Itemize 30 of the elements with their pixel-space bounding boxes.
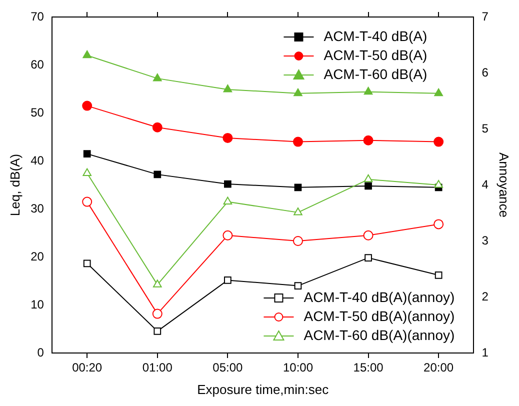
y-axis-title: Leq, dB(A) (7, 154, 22, 216)
x-tick-label: 20:00 (424, 360, 454, 375)
legend-label: ACM-T-60 dB(A) (324, 66, 428, 82)
y2-tick-label: 2 (482, 289, 489, 304)
legend-label: ACM-T-50 dB(A)(annoy) (304, 308, 455, 324)
y-tick-label: 10 (30, 297, 44, 312)
x-tick-label: 01:00 (142, 360, 173, 375)
x-axis-title: Exposure time,min:sec (197, 382, 330, 397)
legend-label: ACM-T-50 dB(A) (324, 46, 428, 63)
y2-tick-label: 5 (482, 121, 489, 136)
y-tick-label: 30 (30, 201, 44, 216)
y2-axis-title: Annoyance (496, 152, 512, 218)
x-tick-label: 15:00 (353, 360, 384, 375)
y2-tick-label: 3 (482, 233, 489, 248)
legend-label: ACM-T-40 dB(A) (324, 28, 428, 44)
x-tick-label: 05:00 (212, 360, 244, 375)
legend-label: ACM-T-60 dB(A)(annoy) (304, 326, 455, 343)
y-tick-label: 40 (30, 153, 44, 168)
y2-tick-label: 7 (482, 9, 489, 24)
y-tick-label: 50 (30, 105, 44, 120)
y2-tick-label: 4 (482, 177, 489, 192)
legend-label: ACM-T-40 dB(A)(annoy) (304, 288, 455, 305)
y-tick-label: 60 (30, 57, 44, 72)
x-tick-label: 10:00 (282, 360, 314, 375)
y-tick-label: 0 (37, 345, 44, 360)
y2-tick-label: 6 (482, 65, 489, 80)
y-tick-label: 20 (30, 249, 44, 264)
x-tick-label: 00:20 (72, 360, 102, 375)
y-tick-label: 70 (30, 9, 44, 24)
y2-tick-label: 1 (482, 345, 489, 360)
